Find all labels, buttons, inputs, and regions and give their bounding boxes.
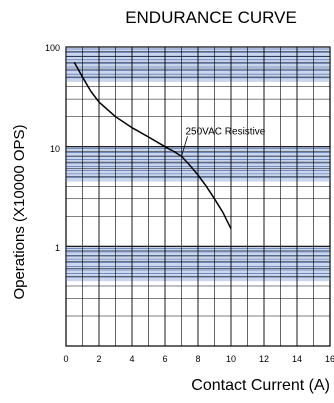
chart-title: ENDURANCE CURVE (125, 8, 297, 27)
x-tick-label: 16 (325, 354, 334, 364)
x-tick-label: 8 (195, 354, 200, 364)
x-tick-label: 4 (129, 354, 134, 364)
y-tick-label-1: 1 (55, 243, 60, 253)
x-tick-label: 0 (63, 354, 68, 364)
x-tick-labels: 0 2 4 6 8 10 12 14 16 (63, 354, 334, 364)
x-tick-label: 14 (292, 354, 302, 364)
annotation-label: 250VAC Resistive (186, 126, 266, 137)
y-tick-label-10: 10 (50, 144, 60, 154)
grid-lines (65, 46, 331, 346)
y-tick-label-100: 100 (45, 43, 60, 53)
x-tick-label: 10 (226, 354, 236, 364)
y-axis-label: Operations (X10000 OPS) (11, 124, 28, 299)
x-axis-label: Contact Current (A) (191, 377, 330, 394)
x-tick-label: 6 (162, 354, 167, 364)
series-line-250vac-resistive (73, 62, 232, 230)
x-tick-label: 2 (96, 354, 101, 364)
x-tick-label: 12 (259, 354, 269, 364)
annotation-leader-line (181, 136, 188, 157)
